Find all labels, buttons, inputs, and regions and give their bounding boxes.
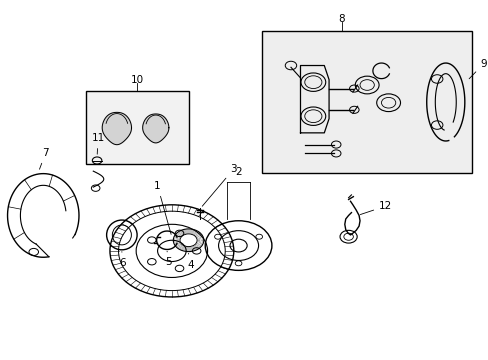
Text: 4: 4	[187, 253, 194, 270]
Text: 7: 7	[40, 148, 49, 169]
Text: 10: 10	[130, 75, 143, 85]
Text: 8: 8	[338, 14, 345, 24]
Text: 3: 3	[202, 164, 237, 206]
Text: 2: 2	[235, 167, 242, 177]
Bar	[262, 31, 471, 173]
Text: 11: 11	[91, 133, 104, 154]
Text: 6: 6	[119, 252, 126, 268]
Text: 12: 12	[360, 201, 391, 215]
Text: 1: 1	[154, 181, 171, 234]
Polygon shape	[142, 114, 168, 143]
Text: 5: 5	[164, 251, 171, 267]
Text: 9: 9	[468, 59, 486, 79]
Polygon shape	[102, 112, 131, 145]
Bar	[86, 91, 188, 164]
